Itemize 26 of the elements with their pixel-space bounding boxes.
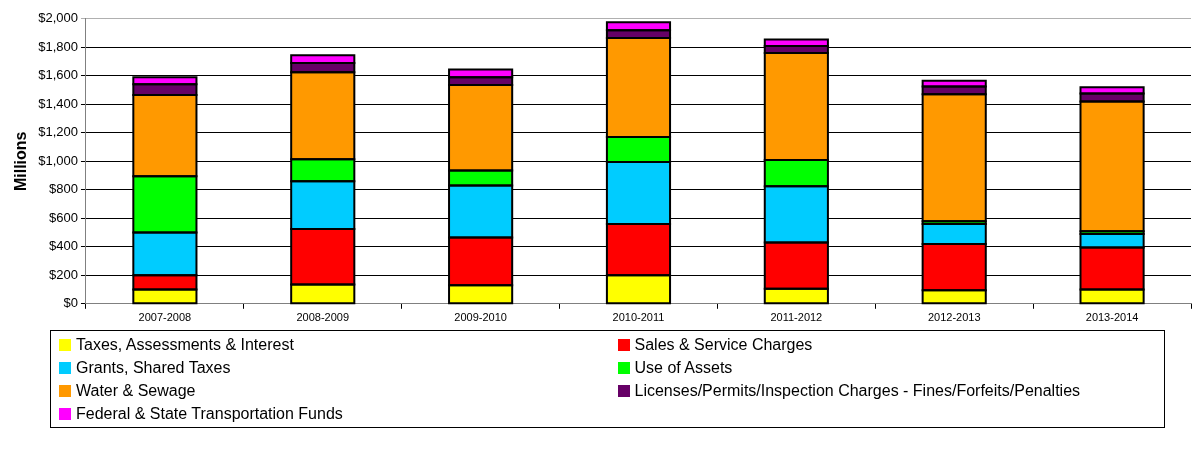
x-tick-label: 2012-2013	[927, 311, 981, 324]
legend-label: Sales & Service Charges	[634, 335, 813, 355]
x-tick-label: 2009-2010	[454, 311, 507, 324]
legend-label: Licenses/Permits/Inspection Charges - Fines/Forfeits/Penalties	[634, 381, 1081, 401]
y-tick-label: $1,600	[38, 67, 78, 83]
legend-label: Federal & State Transportation Funds	[76, 404, 343, 424]
y-tick-label: $1,800	[38, 38, 78, 54]
x-tick-label: 2008-2009	[296, 311, 350, 324]
y-tick-label: $1,400	[38, 95, 78, 111]
legend-label: Use of Assets	[634, 358, 733, 378]
x-tick-label: 2010-2011	[612, 311, 665, 324]
y-tick-label: $2,000	[38, 10, 78, 26]
y-tick-label: $1,000	[38, 152, 78, 168]
y-axis-title: Millions	[12, 131, 30, 192]
x-tick-label: 2011-2012	[770, 311, 823, 324]
y-tick-label: $600	[49, 209, 78, 225]
legend-label: Taxes, Assessments & Interest	[76, 335, 294, 355]
y-tick-label: $200	[49, 266, 78, 282]
y-tick-label: $800	[49, 181, 78, 197]
legend-label: Water & Sewage	[76, 381, 196, 401]
legend-label: Grants, Shared Taxes	[76, 358, 231, 378]
y-tick-label: $400	[49, 238, 78, 254]
x-tick-label: 2007-2008	[138, 311, 192, 324]
y-tick-label: $1,200	[38, 124, 78, 140]
x-tick-label: 2013-2014	[1085, 311, 1139, 324]
y-tick-label: $0	[63, 295, 78, 311]
